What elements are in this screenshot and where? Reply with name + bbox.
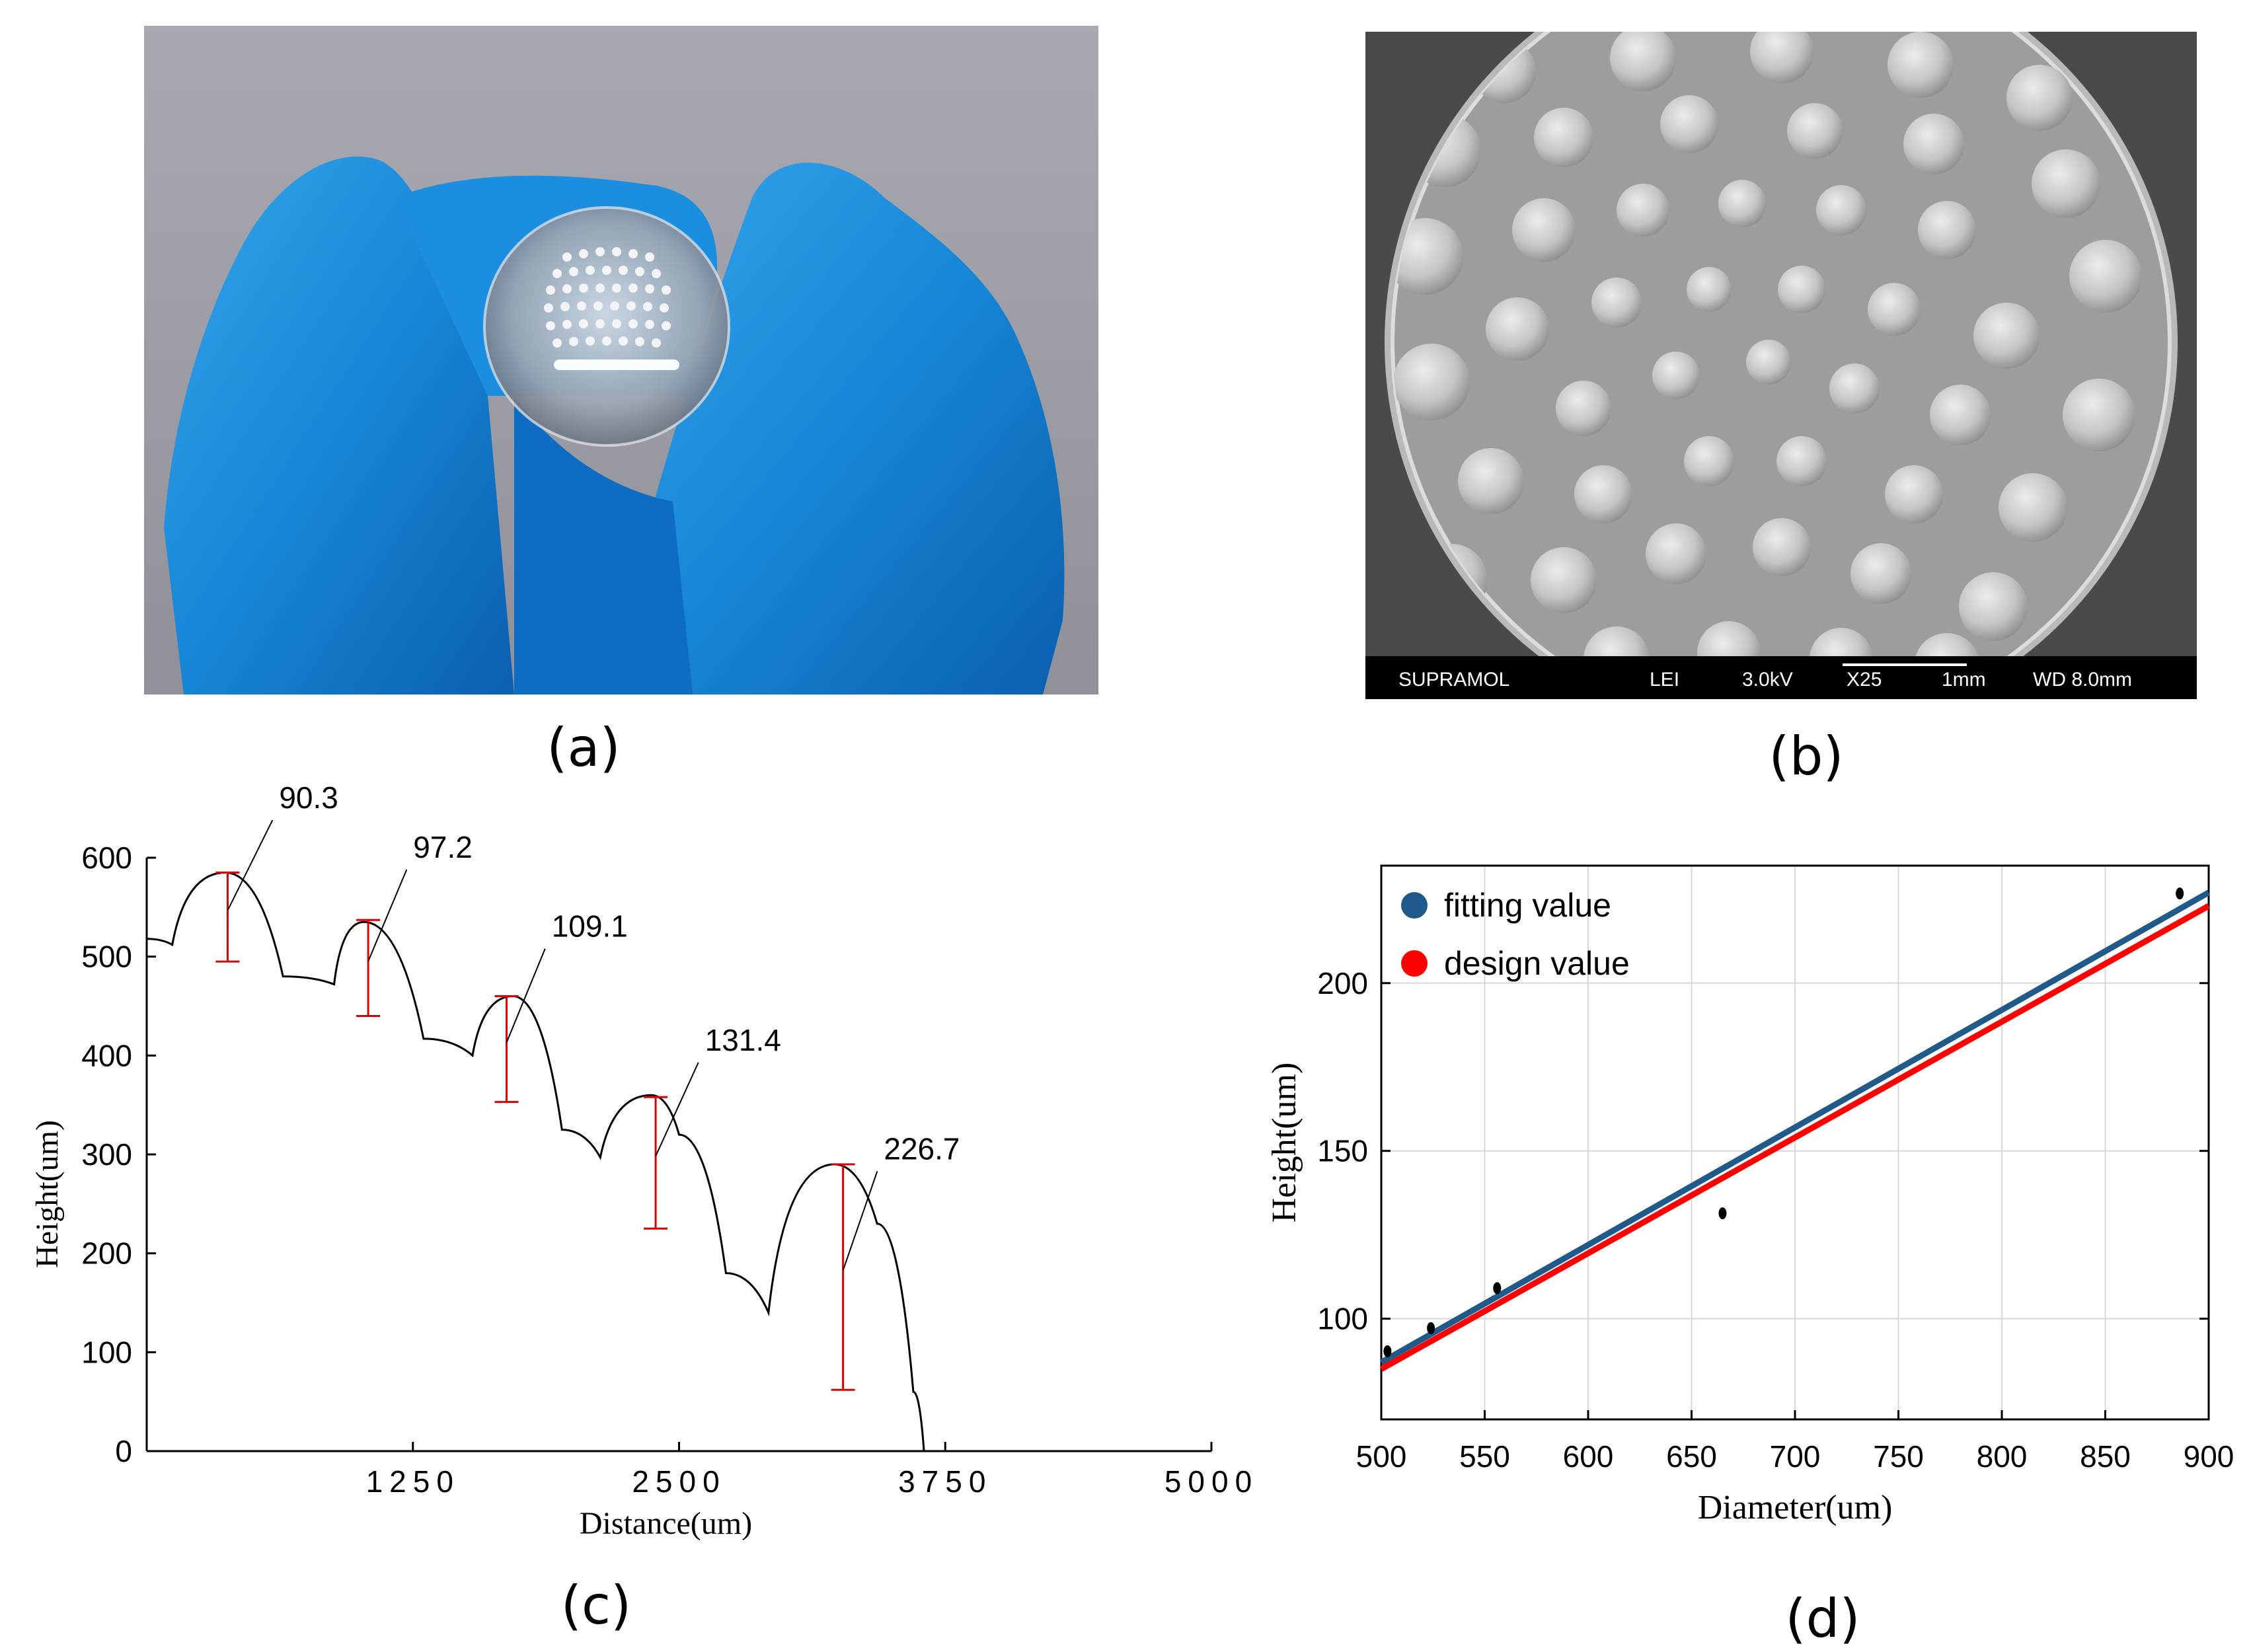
legend-label-design-value: design value xyxy=(1444,945,1630,982)
fit-data-point xyxy=(1427,1322,1435,1334)
profile-chart-ylabel: Height(um) xyxy=(30,1120,65,1268)
fit-y-tick-label: 200 xyxy=(1317,966,1368,1000)
fit-data-point xyxy=(2176,887,2184,900)
lens-label-leader xyxy=(842,1171,878,1271)
fit-series-line-fitting-value xyxy=(1379,889,2211,1365)
fit-chart-ylabel: Height(um) xyxy=(1266,1063,1303,1223)
fit-chart-xlabel: Diameter(um) xyxy=(1698,1489,1893,1526)
fit-x-tick-label: 500 xyxy=(1356,1439,1407,1474)
lens-label-leader xyxy=(227,819,274,911)
profile-curve xyxy=(146,871,925,1452)
lens-height-label: 90.3 xyxy=(279,780,338,815)
lens-height-label: 97.2 xyxy=(413,830,473,864)
sem-voltage: 3.0kV xyxy=(1742,669,1793,691)
profile-y-tick-label: 500 xyxy=(81,940,132,974)
profile-y-tick-label: 300 xyxy=(81,1137,132,1172)
sem-label: SUPRAMOL xyxy=(1398,669,1509,691)
sem-micrograph-drawing: SUPRAMOL LEI 3.0kV X25 1mm WD 8.0mm xyxy=(1365,0,2197,739)
fit-series-line-design-value xyxy=(1379,903,2211,1372)
legend-marker-design-value xyxy=(1401,950,1428,977)
sem-micrograph: SUPRAMOL LEI 3.0kV X25 1mm WD 8.0mm xyxy=(1365,0,2197,739)
fit-x-tick-label: 650 xyxy=(1666,1439,1717,1474)
lens-height-label: 226.7 xyxy=(884,1131,960,1166)
profile-x-tick-label: 5000 xyxy=(1164,1464,1256,1499)
sem-magnification: X25 xyxy=(1847,669,1882,691)
profile-y-tick-label: 400 xyxy=(81,1038,132,1072)
fit-x-tick-label: 850 xyxy=(2080,1439,2131,1474)
fit-x-tick-label: 750 xyxy=(1873,1439,1924,1474)
profile-y-tick-label: 100 xyxy=(81,1335,132,1369)
fit-y-tick-label: 100 xyxy=(1317,1302,1368,1336)
fit-x-tick-label: 600 xyxy=(1563,1439,1614,1474)
sem-working-distance: WD 8.0mm xyxy=(2033,669,2132,691)
fit-data-point xyxy=(1718,1207,1727,1220)
fit-x-tick-label: 700 xyxy=(1770,1439,1821,1474)
legend-marker-fitting-value xyxy=(1401,892,1428,919)
fit-x-tick-label: 900 xyxy=(2184,1439,2234,1474)
lens-label-leader xyxy=(367,869,408,962)
fit-y-tick-label: 150 xyxy=(1317,1134,1368,1168)
sem-detector: LEI xyxy=(1650,669,1679,691)
fit-chart: 500 550 600 650 700 750 800 850 900 100 150 200 fit… xyxy=(1266,864,2234,1526)
fit-x-tick-label: 550 xyxy=(1459,1439,1510,1474)
caption-b: (b) xyxy=(1769,726,1844,787)
profile-chart-xlabel: Distance(um) xyxy=(580,1506,752,1541)
profile-chart: 0 100 200 300 400 500 600 1250 2500 3750 5000 90.3… xyxy=(30,780,1256,1541)
caption-c: (c) xyxy=(560,1575,632,1636)
lens-height-label: 109.1 xyxy=(552,909,628,944)
glove-lens-photo xyxy=(144,26,1098,695)
profile-x-tick-label: 2500 xyxy=(632,1464,726,1499)
profile-x-tick-label: 1250 xyxy=(366,1464,460,1499)
glove-lens-photo-drawing xyxy=(144,26,1098,695)
profile-chart-axes xyxy=(145,858,1211,1452)
lens-label-leader xyxy=(655,1062,699,1157)
caption-d: (d) xyxy=(1785,1588,1860,1649)
profile-y-tick-label: 600 xyxy=(81,841,132,875)
fit-data-point xyxy=(1383,1345,1392,1357)
profile-x-tick-label: 3750 xyxy=(898,1464,992,1499)
sem-scale-label: 1mm xyxy=(1942,669,1986,691)
caption-a: (a) xyxy=(547,717,621,778)
profile-y-tick-label: 200 xyxy=(81,1236,132,1271)
legend-label-fitting-value: fitting value xyxy=(1444,887,1611,924)
profile-y-tick-label: 0 xyxy=(115,1434,132,1468)
lens-height-label: 131.4 xyxy=(705,1023,781,1057)
fit-x-tick-label: 800 xyxy=(1977,1439,2028,1474)
fit-data-point xyxy=(1493,1282,1502,1295)
lens-label-leader xyxy=(506,948,546,1043)
